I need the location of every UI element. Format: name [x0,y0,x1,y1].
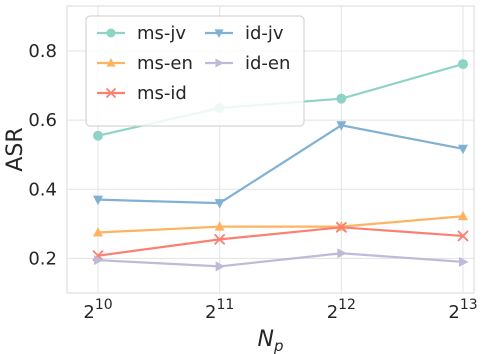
y-tick-label: 0.4 [28,179,57,200]
x-tick-label: 211 [205,297,234,323]
data-point-marker [93,130,103,141]
data-point-marker [93,226,103,237]
y-tick-label: 0.8 [28,41,57,62]
x-tick-exponent: 11 [216,297,234,313]
series-ms-en [93,210,468,237]
series-ms-id [92,221,469,262]
x-tick-exponent: 12 [338,297,356,313]
data-point-marker [457,230,469,242]
x-tick-labels: 210 211 212 213 [83,297,477,323]
data-point-marker [336,121,347,131]
x-tick-base: 2 [83,302,94,323]
data-point-marker [458,210,468,221]
x-tick-label: 210 [83,297,112,323]
y-tick-label: 0.6 [28,110,57,131]
data-point-marker [214,221,225,231]
series-line [97,124,464,205]
data-point-marker [459,256,469,267]
legend: ms-jv ms-en ms-id id-jv id-en [85,15,305,127]
legend-label: ms-id [137,83,187,104]
data-point-marker [106,58,116,67]
legend-item-id-en: id-en [205,53,290,74]
legend-label: id-jv [245,23,284,44]
x-tick-base: 2 [327,302,338,323]
legend-item-ms-jv: ms-jv [97,23,186,44]
x-axis-label-subscript: p [273,337,284,354]
data-point-marker [106,28,116,38]
data-point-marker [336,93,347,104]
data-point-marker [215,261,226,272]
data-point-marker [94,255,104,266]
x-tick-exponent: 13 [460,297,478,313]
series-id-jv [93,121,468,209]
y-tick-labels: 0.2 0.4 0.6 0.8 [28,41,57,269]
series-line [97,226,464,257]
series-id-en [94,248,469,272]
data-point-marker [458,144,468,155]
data-point-marker [335,221,347,233]
legend-item-id-jv: id-jv [205,23,284,44]
legend-label: ms-en [137,53,193,74]
data-point-marker [215,58,224,68]
x-axis-label-main: N [258,327,274,352]
data-point-marker [214,199,225,209]
legend-label: ms-jv [137,23,186,44]
y-axis-label: ASR [3,127,28,171]
x-axis-label: Np [258,327,284,354]
x-tick-label: 212 [327,297,356,323]
data-point-marker [93,195,103,206]
x-tick-exponent: 10 [95,297,113,313]
data-point-marker [458,59,468,70]
x-tick-base: 2 [448,302,459,323]
data-point-marker [214,29,224,38]
series-line [97,215,464,234]
data-point-marker [214,233,226,246]
y-tick-label: 0.2 [28,248,57,269]
legend-item-ms-en: ms-en [97,53,193,74]
series-line [97,252,464,268]
data-point-marker [105,87,117,99]
legend-box [85,15,305,127]
x-tick-base: 2 [205,302,216,323]
data-point-marker [337,248,347,259]
legend-label: id-en [245,53,290,74]
x-tick-label: 213 [448,297,477,323]
legend-item-ms-id: ms-id [97,83,187,104]
